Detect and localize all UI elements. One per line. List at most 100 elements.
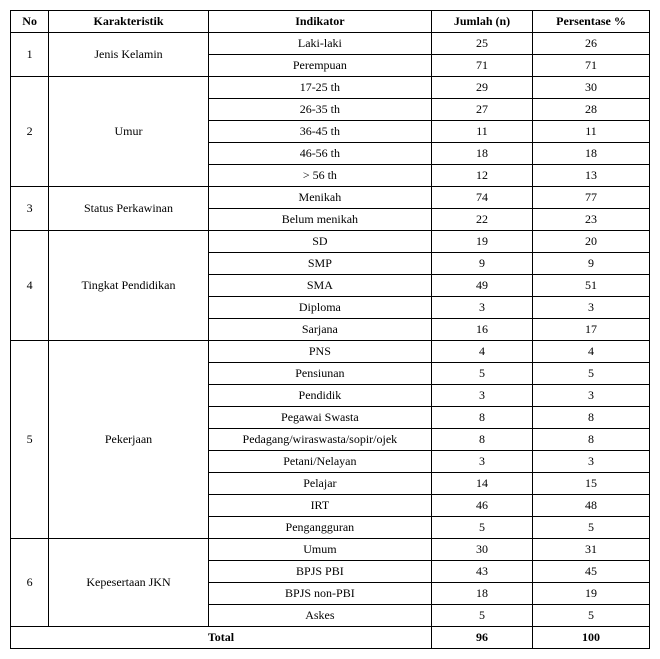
cell-persentase: 5 [533,517,650,539]
cell-karakteristik: Umur [49,77,208,187]
cell-jumlah: 16 [432,319,533,341]
header-indikator: Indikator [208,11,431,33]
cell-karakteristik: Jenis Kelamin [49,33,208,77]
cell-jumlah: 14 [432,473,533,495]
cell-persentase: 15 [533,473,650,495]
cell-persentase: 3 [533,297,650,319]
cell-jumlah: 5 [432,605,533,627]
cell-karakteristik: Pekerjaan [49,341,208,539]
cell-persentase: 20 [533,231,650,253]
cell-indikator: Pensiunan [208,363,431,385]
cell-indikator: 26-35 th [208,99,431,121]
data-table: No Karakteristik Indikator Jumlah (n) Pe… [10,10,650,649]
cell-persentase: 4 [533,341,650,363]
cell-jumlah: 3 [432,385,533,407]
cell-karakteristik: Status Perkawinan [49,187,208,231]
total-label: Total [11,627,432,649]
cell-persentase: 8 [533,429,650,451]
cell-jumlah: 19 [432,231,533,253]
cell-persentase: 17 [533,319,650,341]
cell-persentase: 31 [533,539,650,561]
cell-indikator: Pelajar [208,473,431,495]
cell-jumlah: 25 [432,33,533,55]
cell-no: 2 [11,77,49,187]
cell-persentase: 48 [533,495,650,517]
cell-indikator: Sarjana [208,319,431,341]
cell-persentase: 23 [533,209,650,231]
total-jumlah: 96 [432,627,533,649]
cell-indikator: Pendidik [208,385,431,407]
cell-indikator: Diploma [208,297,431,319]
cell-indikator: 17-25 th [208,77,431,99]
cell-no: 5 [11,341,49,539]
cell-persentase: 8 [533,407,650,429]
cell-persentase: 51 [533,275,650,297]
cell-jumlah: 5 [432,517,533,539]
cell-jumlah: 3 [432,451,533,473]
cell-jumlah: 71 [432,55,533,77]
total-persentase: 100 [533,627,650,649]
table-row: 3Status PerkawinanMenikah7477 [11,187,650,209]
table-header-row: No Karakteristik Indikator Jumlah (n) Pe… [11,11,650,33]
cell-indikator: IRT [208,495,431,517]
cell-persentase: 28 [533,99,650,121]
cell-indikator: SMA [208,275,431,297]
table-row: 4Tingkat PendidikanSD1920 [11,231,650,253]
cell-no: 6 [11,539,49,627]
cell-no: 1 [11,33,49,77]
cell-indikator: BPJS PBI [208,561,431,583]
cell-persentase: 26 [533,33,650,55]
cell-karakteristik: Kepesertaan JKN [49,539,208,627]
header-no: No [11,11,49,33]
cell-jumlah: 3 [432,297,533,319]
cell-persentase: 5 [533,605,650,627]
cell-karakteristik: Tingkat Pendidikan [49,231,208,341]
table-total-row: Total96100 [11,627,650,649]
cell-indikator: SD [208,231,431,253]
cell-persentase: 18 [533,143,650,165]
cell-jumlah: 11 [432,121,533,143]
cell-indikator: Umum [208,539,431,561]
cell-jumlah: 29 [432,77,533,99]
cell-jumlah: 18 [432,143,533,165]
cell-persentase: 11 [533,121,650,143]
header-jumlah: Jumlah (n) [432,11,533,33]
cell-jumlah: 30 [432,539,533,561]
cell-persentase: 9 [533,253,650,275]
cell-persentase: 3 [533,451,650,473]
cell-indikator: Laki-laki [208,33,431,55]
cell-indikator: Perempuan [208,55,431,77]
table-row: 2Umur17-25 th2930 [11,77,650,99]
cell-jumlah: 5 [432,363,533,385]
header-persentase: Persentase % [533,11,650,33]
table-row: 6Kepesertaan JKNUmum3031 [11,539,650,561]
cell-indikator: PNS [208,341,431,363]
cell-jumlah: 18 [432,583,533,605]
cell-persentase: 77 [533,187,650,209]
cell-indikator: Belum menikah [208,209,431,231]
cell-persentase: 3 [533,385,650,407]
cell-jumlah: 22 [432,209,533,231]
cell-no: 3 [11,187,49,231]
cell-persentase: 13 [533,165,650,187]
cell-persentase: 19 [533,583,650,605]
cell-jumlah: 27 [432,99,533,121]
cell-indikator: Pegawai Swasta [208,407,431,429]
cell-indikator: Petani/Nelayan [208,451,431,473]
cell-jumlah: 49 [432,275,533,297]
cell-persentase: 71 [533,55,650,77]
cell-jumlah: 4 [432,341,533,363]
cell-indikator: Askes [208,605,431,627]
table-row: 1Jenis KelaminLaki-laki2526 [11,33,650,55]
cell-indikator: 46-56 th [208,143,431,165]
cell-persentase: 30 [533,77,650,99]
cell-jumlah: 46 [432,495,533,517]
cell-indikator: SMP [208,253,431,275]
cell-indikator: > 56 th [208,165,431,187]
header-karakteristik: Karakteristik [49,11,208,33]
cell-indikator: Pedagang/wiraswasta/sopir/ojek [208,429,431,451]
cell-indikator: Menikah [208,187,431,209]
cell-persentase: 45 [533,561,650,583]
cell-jumlah: 9 [432,253,533,275]
cell-jumlah: 12 [432,165,533,187]
